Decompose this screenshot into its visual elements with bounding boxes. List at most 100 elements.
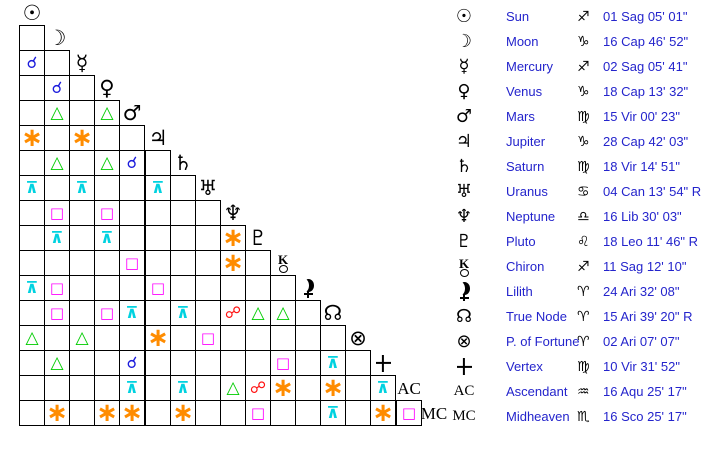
grid-diagonal-pluto: ♇ xyxy=(245,225,271,251)
mercury-glyph-icon: ☿ xyxy=(75,50,89,75)
planet-row-ascendant: AC Ascendant ♒ 16 Aqu 25' 17" xyxy=(446,379,705,404)
aspect-cell-vertex-mercury xyxy=(69,350,95,376)
sun-glyph-icon: ☉ xyxy=(455,5,473,27)
aspect-cell-uranus-mercury: ⊼ xyxy=(69,175,95,201)
quincunx-aspect-icon: ⊼ xyxy=(25,178,39,197)
aspect-cell-fortune-saturn xyxy=(170,325,196,351)
planet-name: Venus xyxy=(506,84,543,99)
aspect-cell-neptune-venus: □ xyxy=(94,200,120,226)
quincunx-aspect-icon: ⊼ xyxy=(75,178,89,197)
grid-diagonal-mars: ♂ xyxy=(119,100,145,126)
square-aspect-icon: □ xyxy=(401,403,417,422)
capricorn-sign-icon: ♑ xyxy=(577,33,590,50)
aspect-cell-midheaven-lilith xyxy=(295,400,321,426)
aspect-cell-chiron-saturn xyxy=(170,250,196,276)
aspect-cell-chiron-sun xyxy=(19,250,45,276)
aspect-cell-chiron-mars: □ xyxy=(119,250,145,276)
sagittarius-sign-icon: ♐ xyxy=(577,8,590,25)
venus-glyph-cell: ♀ xyxy=(446,82,482,101)
pluto-glyph-icon: ♇ xyxy=(248,225,268,250)
fortune-glyph-cell: ⊗ xyxy=(446,332,482,351)
aspect-cell-pluto-moon: ⊼ xyxy=(44,225,70,251)
planet-row-neptune: ♆ Neptune ♎ 16 Lib 30' 03" xyxy=(446,204,705,229)
aspect-cell-truenode-venus: □ xyxy=(94,300,120,326)
sagittarius-sign-icon: ♐ xyxy=(577,58,590,75)
square-aspect-icon: □ xyxy=(150,278,166,297)
aspect-cell-pluto-venus: ⊼ xyxy=(94,225,120,251)
mars-glyph-icon: ♂ xyxy=(122,100,142,125)
planet-position: 24 Ari 32' 08" xyxy=(603,284,680,299)
grid-diagonal-sun: ☉ xyxy=(19,0,45,26)
planet-name: Lilith xyxy=(506,284,533,299)
aspect-cell-vertex-neptune xyxy=(220,350,246,376)
planet-name: Mars xyxy=(506,109,535,124)
aspect-cell-fortune-venus xyxy=(94,325,120,351)
pluto-glyph-icon: ♇ xyxy=(455,230,473,252)
aspect-cell-lilith-venus xyxy=(94,275,120,301)
sextile-aspect-icon: ∗ xyxy=(46,398,68,428)
planet-position: 10 Vir 31' 52" xyxy=(603,359,680,374)
aspect-cell-lilith-saturn xyxy=(170,275,196,301)
ascendant-glyph-cell: AC xyxy=(446,384,482,399)
mars-glyph-icon: ♂ xyxy=(455,105,473,127)
vertex-glyph-icon xyxy=(376,355,391,372)
aspect-cell-saturn-mars: ☌ xyxy=(119,150,145,176)
planet-row-moon: ☽ Moon ♑ 16 Cap 46' 52" xyxy=(446,29,705,54)
planet-row-midheaven: MC Midheaven ♏ 16 Sco 25' 17" xyxy=(446,404,705,429)
aspect-cell-vertex-saturn xyxy=(170,350,196,376)
aspect-cell-midheaven-fortune xyxy=(345,400,371,426)
aspect-cell-neptune-jupiter xyxy=(145,200,171,226)
planet-position: 15 Ari 39' 20" R xyxy=(603,309,693,324)
aspect-cell-ascendant-chiron: ∗ xyxy=(270,375,296,401)
planet-position: 18 Cap 13' 32" xyxy=(603,84,689,99)
sextile-aspect-icon: ∗ xyxy=(147,323,169,353)
lilith-glyph-icon xyxy=(458,282,470,301)
virgo-sign-icon: ♍ xyxy=(577,358,590,375)
grid-diagonal-mercury: ☿ xyxy=(69,50,95,76)
aspect-cell-chiron-neptune: ∗ xyxy=(220,250,246,276)
aspect-grid: ☌ ☌ △ △ ∗ ∗ △ △ ☌ ⊼ ⊼ ⊼ □ □ ⊼ ⊼ ∗ □ ∗ ⊼ □ □ □ □ ⊼ ⊼ ☍ △ △ △ △ ∗ □ △ ☌ □ ⊼ ⊼ ⊼ △… xyxy=(0,0,450,450)
jupiter-glyph-icon: ♃ xyxy=(455,130,473,152)
aspect-cell-ascendant-truenode: ∗ xyxy=(320,375,346,401)
aspect-cell-neptune-saturn xyxy=(170,200,196,226)
aspect-cell-vertex-mars: ☌ xyxy=(119,350,145,376)
planet-name: True Node xyxy=(506,309,567,324)
trine-aspect-icon: △ xyxy=(50,152,64,173)
aspect-cell-lilith-pluto xyxy=(245,275,271,301)
aspect-cell-pluto-mars xyxy=(119,225,145,251)
aspect-cell-mercury-sun: ☌ xyxy=(19,50,45,76)
aries-sign-icon: ♈ xyxy=(577,283,590,300)
planet-name: Mercury xyxy=(506,59,553,74)
pluto-glyph-cell: ♇ xyxy=(446,230,482,252)
aspect-cell-venus-sun xyxy=(19,75,45,101)
conjunction-aspect-icon: ☌ xyxy=(51,78,63,97)
opposition-aspect-icon: ☍ xyxy=(249,378,267,397)
aspect-cell-uranus-sun: ⊼ xyxy=(19,175,45,201)
planet-name: Jupiter xyxy=(506,134,546,149)
aspect-cell-midheaven-neptune xyxy=(220,400,246,426)
capricorn-sign-icon: ♑ xyxy=(577,133,590,150)
aspect-cell-ascendant-mars: ⊼ xyxy=(119,375,145,401)
mars-glyph-cell: ♂ xyxy=(446,105,482,127)
aspect-cell-chiron-moon xyxy=(44,250,70,276)
neptune-glyph-icon: ♆ xyxy=(223,200,243,225)
quincunx-aspect-icon: ⊼ xyxy=(125,378,139,397)
grid-diagonal-ascendant: AC xyxy=(396,375,422,401)
planet-position: 18 Leo 11' 46" R xyxy=(603,234,699,249)
aspect-cell-midheaven-saturn: ∗ xyxy=(170,400,196,426)
aspect-cell-fortune-uranus: □ xyxy=(195,325,221,351)
planet-position: 01 Sag 05' 01" xyxy=(603,9,688,24)
planet-position: 18 Vir 14' 51" xyxy=(603,159,680,174)
aspect-cell-truenode-uranus xyxy=(195,300,221,326)
conjunction-aspect-icon: ☌ xyxy=(26,53,38,72)
aspect-cell-vertex-fortune xyxy=(345,350,371,376)
aspect-cell-ascendant-mercury xyxy=(69,375,95,401)
aspect-cell-fortune-sun: △ xyxy=(19,325,45,351)
aspect-cell-uranus-saturn xyxy=(170,175,196,201)
aspect-cell-vertex-jupiter xyxy=(145,350,171,376)
jupiter-glyph-icon: ♃ xyxy=(148,125,168,150)
saturn-glyph-cell: ♄ xyxy=(446,157,482,176)
quincunx-aspect-icon: ⊼ xyxy=(151,178,165,197)
aspect-cell-uranus-jupiter: ⊼ xyxy=(145,175,171,201)
aspect-cell-truenode-moon: □ xyxy=(44,300,70,326)
